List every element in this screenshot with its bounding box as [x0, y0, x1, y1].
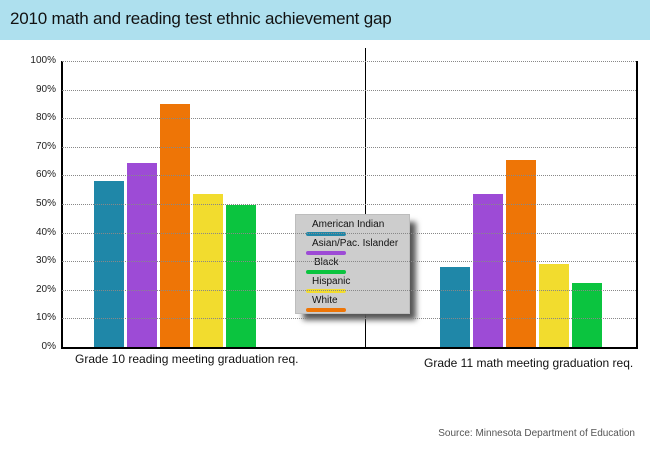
y-tick-label: 0%	[41, 341, 56, 352]
source-note: Source: Minnesota Department of Educatio…	[438, 428, 635, 439]
bar-hispanic	[539, 264, 569, 347]
legend-swatch	[306, 308, 346, 312]
bar-asian-pac-islander	[473, 193, 503, 347]
group-divider	[365, 48, 367, 348]
y-tick-label: 50%	[35, 198, 56, 209]
gridline	[62, 290, 636, 291]
category-label-grade11: Grade 11 math meeting graduation req.	[424, 356, 634, 370]
y-tick-label: 40%	[35, 227, 56, 238]
gridline	[62, 233, 636, 234]
legend-label: Black	[314, 257, 339, 268]
bar-black	[572, 282, 602, 347]
y-tick-label: 10%	[35, 312, 56, 323]
bar-black	[226, 204, 256, 347]
legend-swatch	[306, 270, 346, 274]
legend-label: White	[312, 295, 338, 306]
bar-white	[160, 103, 190, 347]
gridline	[62, 118, 636, 119]
gridline	[62, 204, 636, 205]
legend-swatch	[306, 289, 346, 293]
legend-label: Hispanic	[312, 276, 351, 287]
legend: American Indian Asian/Pac. Islander Black H…	[295, 214, 410, 314]
y-tick-label: 70%	[35, 141, 56, 152]
legend-label: American Indian	[312, 219, 385, 230]
gridline	[62, 90, 636, 91]
gridline	[62, 61, 636, 62]
y-tick-label: 90%	[35, 84, 56, 95]
gridline	[62, 261, 636, 262]
gridline	[62, 175, 636, 176]
y-axis-line	[61, 61, 63, 348]
y-tick-label: 20%	[35, 284, 56, 295]
y-tick-label: 60%	[35, 169, 56, 180]
bar-white	[506, 159, 536, 347]
y-tick-label: 100%	[30, 55, 56, 66]
legend-swatch	[306, 232, 346, 236]
chart-title: 2010 math and reading test ethnic achiev…	[10, 9, 392, 28]
category-label-grade10: Grade 10 reading meeting graduation req.	[75, 352, 299, 366]
x-axis-line	[61, 347, 638, 349]
gridline	[62, 147, 636, 148]
legend-swatch	[306, 251, 346, 255]
y-tick-label: 30%	[35, 255, 56, 266]
right-border-line	[636, 61, 638, 348]
bar-asian-pac-islander	[127, 162, 157, 347]
legend-label: Asian/Pac. Islander	[312, 238, 399, 249]
y-tick-label: 80%	[35, 112, 56, 123]
bar-american-indian	[94, 181, 124, 347]
bar-hispanic	[193, 193, 223, 347]
header-band: 2010 math and reading test ethnic achiev…	[0, 0, 650, 40]
bar-american-indian	[440, 266, 470, 347]
gridline	[62, 318, 636, 319]
